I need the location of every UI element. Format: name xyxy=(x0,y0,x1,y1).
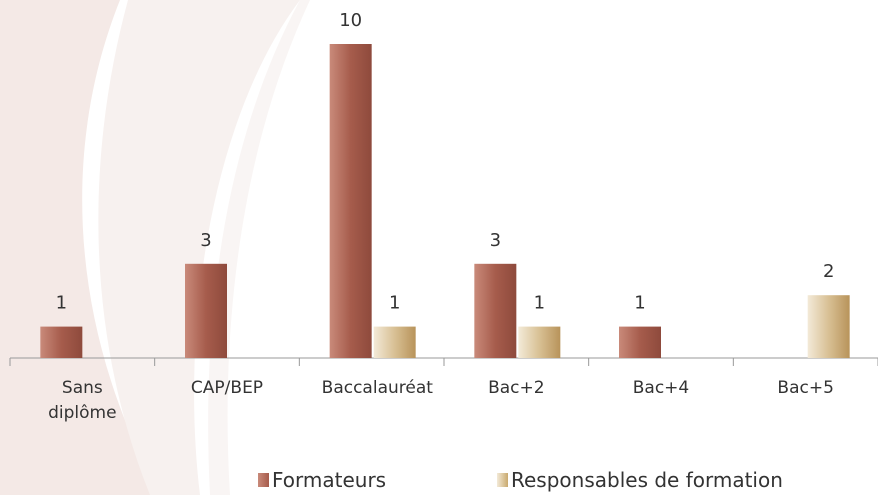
value-label: 10 xyxy=(339,10,362,31)
value-label: 1 xyxy=(634,293,645,314)
bar xyxy=(329,44,372,358)
background-shape xyxy=(208,0,310,495)
x-tick-label: Bac+5 xyxy=(777,378,834,398)
value-label: 2 xyxy=(823,261,834,282)
x-tick-label: Bac+4 xyxy=(632,378,690,398)
x-tick-label: Bac+2 xyxy=(488,378,545,398)
bar xyxy=(518,326,561,358)
x-tick-label: Baccalauréat xyxy=(321,378,433,398)
value-label: 1 xyxy=(389,293,400,314)
background-shape xyxy=(98,0,300,495)
legend-label: Responsables de formation xyxy=(511,468,783,492)
background-shape xyxy=(0,0,160,495)
x-tick-label: CAP/BEP xyxy=(190,378,264,398)
legend-item: Formateurs xyxy=(258,468,386,492)
bar xyxy=(373,326,416,358)
bar xyxy=(807,295,850,358)
value-label: 1 xyxy=(534,293,545,314)
value-label: 3 xyxy=(200,230,211,251)
legend-swatch xyxy=(258,473,269,487)
value-label: 1 xyxy=(56,293,67,314)
bar xyxy=(185,263,227,358)
x-tick-label: Sans diplôme xyxy=(48,378,117,423)
bar xyxy=(619,326,661,358)
bar xyxy=(474,263,517,358)
value-label: 3 xyxy=(490,230,501,251)
legend-swatch xyxy=(497,473,508,487)
legend-label: Formateurs xyxy=(272,468,387,492)
legend-item: Responsables de formation xyxy=(497,468,783,492)
bar xyxy=(40,326,83,358)
